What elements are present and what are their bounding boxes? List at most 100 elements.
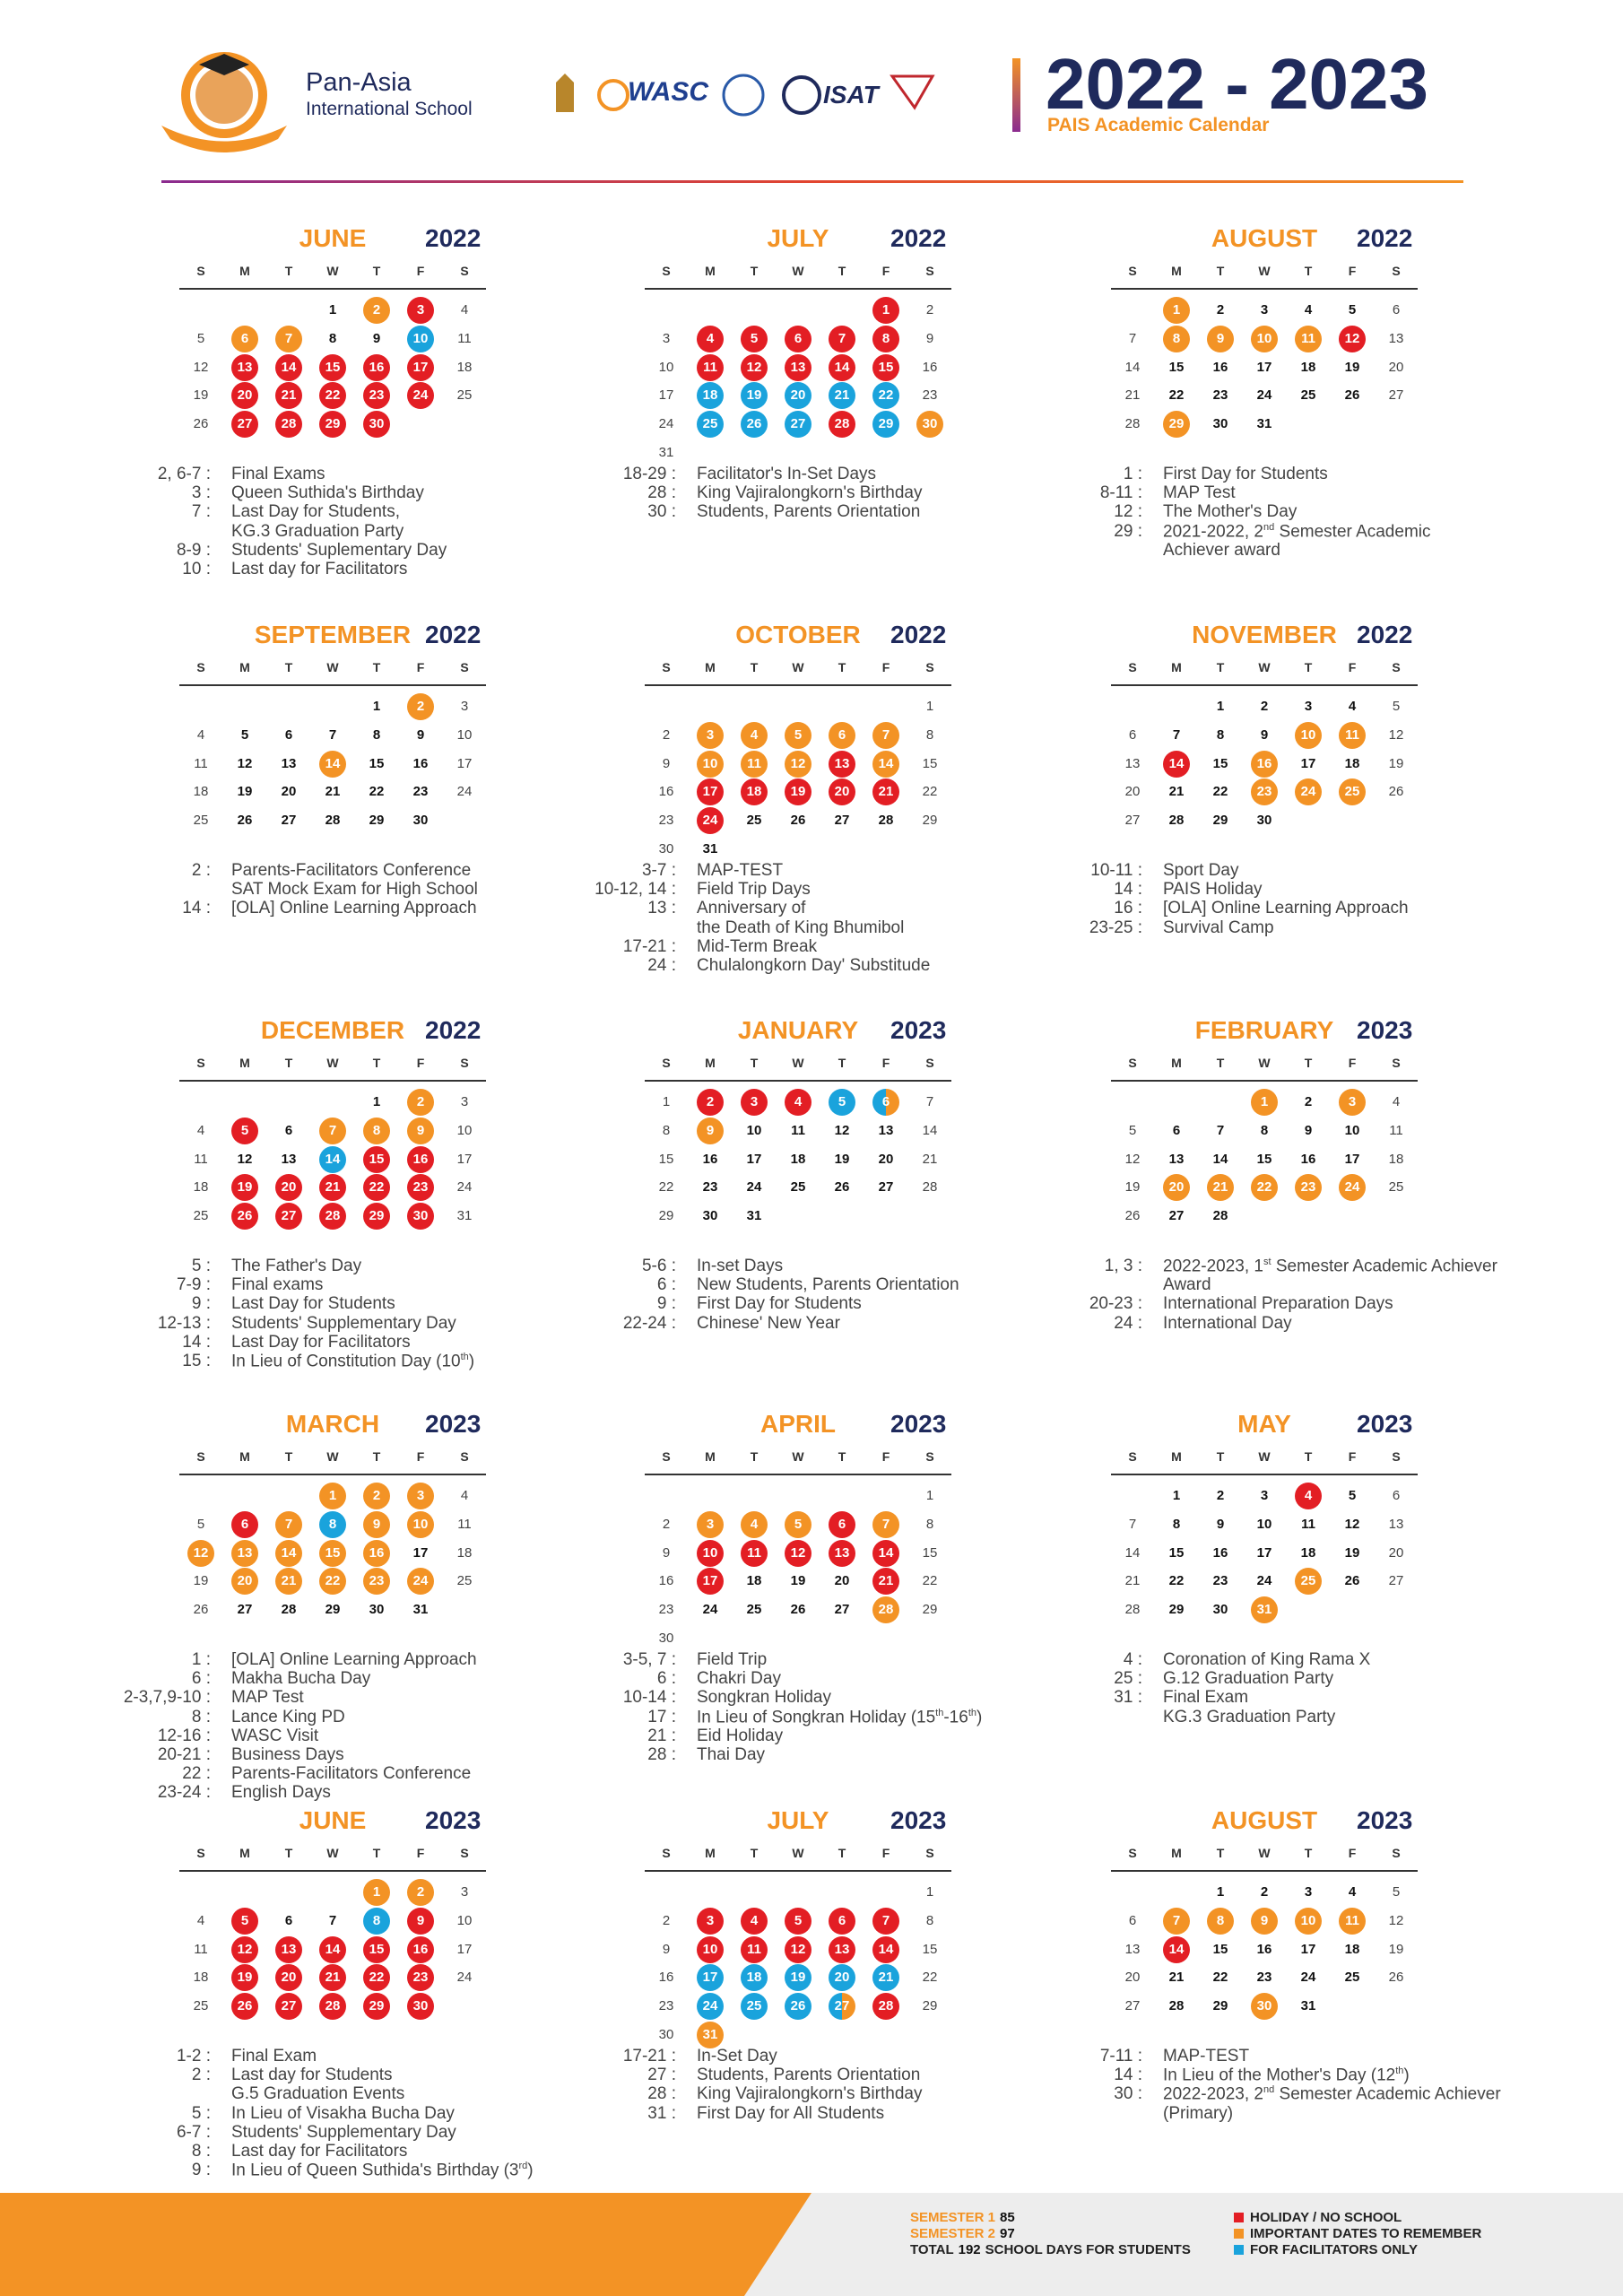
day: 11 — [741, 1935, 768, 1963]
day: 11 — [1339, 1907, 1366, 1935]
day: 4 — [1348, 1884, 1357, 1900]
day: 4 — [1348, 699, 1357, 714]
day: 17 — [746, 1151, 762, 1167]
day: 22 — [1168, 387, 1185, 404]
title: 2022 - 2023 — [1046, 44, 1429, 124]
note-date: 7-9 : — [176, 1275, 211, 1295]
note-text: In Lieu of the Mother's Day (12th) — [1163, 2066, 1410, 2085]
note-text: KG.3 Graduation Party — [231, 521, 404, 541]
day: 8 — [319, 1510, 346, 1538]
day: 12 — [741, 353, 768, 381]
superscript: th — [1395, 2066, 1404, 2077]
day: 12 — [1344, 1516, 1360, 1532]
day: 20 — [829, 1964, 855, 1992]
note-date: 14 : — [1114, 880, 1142, 900]
day: 24 — [702, 1602, 718, 1618]
day: 19 — [1388, 755, 1404, 771]
day: 22 — [319, 1568, 346, 1596]
day: 3 — [697, 721, 724, 749]
month-year: 2023 — [890, 1806, 947, 1834]
day: 14 — [872, 750, 899, 778]
day: 29 — [363, 1993, 390, 2021]
note-text: Students' Supplementary Day — [231, 2122, 456, 2142]
note-text: KG.3 Graduation Party — [1163, 1707, 1336, 1726]
day: 27 — [1388, 387, 1404, 404]
weekday: T — [284, 660, 293, 674]
day: 31 — [746, 1208, 762, 1224]
day: 22 — [1212, 784, 1228, 800]
day: 10 — [1295, 721, 1322, 749]
day: 26 — [193, 1602, 209, 1618]
note-text: The Mother's Day — [1163, 502, 1298, 522]
weekday: F — [1348, 660, 1357, 674]
superscript: th — [460, 1352, 469, 1362]
note-date: 12-16 : — [157, 1726, 211, 1745]
day: 25 — [1295, 1568, 1322, 1596]
day: 22 — [319, 382, 346, 410]
day: 6 — [231, 325, 258, 352]
weekday: W — [1258, 1846, 1271, 1860]
day: 10 — [1344, 1122, 1360, 1138]
day: 20 — [1388, 359, 1404, 375]
day: 7 — [872, 1907, 899, 1935]
superscript: th — [968, 1707, 977, 1718]
note-text: Students, Parents Orientation — [697, 502, 921, 522]
day: 27 — [275, 1203, 302, 1231]
day: 14 — [1163, 750, 1190, 778]
day: 22 — [363, 1174, 390, 1202]
note-text: Songkran Holiday — [697, 1688, 831, 1708]
day: 7 — [1128, 1516, 1137, 1532]
rule — [645, 1870, 951, 1872]
day: 23 — [363, 382, 390, 410]
day: 15 — [363, 1935, 390, 1963]
weekday: M — [239, 264, 250, 278]
day: 19 — [1344, 1544, 1360, 1561]
day: 28 — [1212, 1208, 1228, 1224]
note-date: 2 : — [191, 861, 211, 880]
note-text: MAP Test — [1163, 483, 1236, 503]
rule — [645, 1080, 951, 1082]
day: 20 — [1124, 784, 1141, 800]
rule — [179, 1474, 486, 1475]
day: 12 — [785, 1935, 812, 1963]
day: 5 — [785, 1907, 812, 1935]
school-logo — [161, 52, 287, 152]
day: 15 — [1168, 359, 1185, 375]
summary-days: 85 — [1000, 2210, 1015, 2225]
day: 17 — [407, 353, 434, 381]
day: 17 — [1300, 1941, 1316, 1957]
weekday: T — [1304, 1449, 1313, 1464]
text-part: In Lieu of Songkran Holiday (15 — [697, 1707, 936, 1726]
weekday: W — [792, 264, 804, 278]
month-year: 2022 — [425, 621, 482, 648]
text-part: Semester Academic — [1274, 521, 1431, 541]
weekday: S — [1128, 1449, 1137, 1464]
day: 4 — [196, 1122, 205, 1138]
day: 27 — [281, 813, 297, 829]
note-date: 9 : — [191, 2161, 211, 2180]
wasc-logo: WASC — [628, 77, 708, 107]
weekday: S — [662, 660, 671, 674]
day: 14 — [872, 1539, 899, 1567]
day: 10 — [697, 1935, 724, 1963]
day: 25 — [746, 1602, 762, 1618]
legend-label: FOR FACILITATORS ONLY — [1250, 2242, 1418, 2257]
day: 25 — [1344, 1970, 1360, 1986]
day: 23 — [412, 784, 429, 800]
note-text: New Students, Parents Orientation — [697, 1275, 959, 1295]
day: 2 — [407, 693, 434, 720]
weekday: F — [881, 660, 890, 674]
weekday: T — [1304, 264, 1313, 278]
note-date: 17-21 : — [622, 936, 676, 956]
day: 21 — [872, 1964, 899, 1992]
summary-label: SEMESTER 1 — [910, 2210, 996, 2225]
summary-label: TOTAL — [910, 2242, 954, 2257]
day: 9 — [1216, 1516, 1225, 1532]
weekday: F — [416, 1056, 425, 1070]
day: 16 — [1256, 1941, 1272, 1957]
note-date: 24 : — [647, 956, 676, 975]
day: 20 — [275, 1964, 302, 1992]
day: 6 — [231, 1510, 258, 1538]
